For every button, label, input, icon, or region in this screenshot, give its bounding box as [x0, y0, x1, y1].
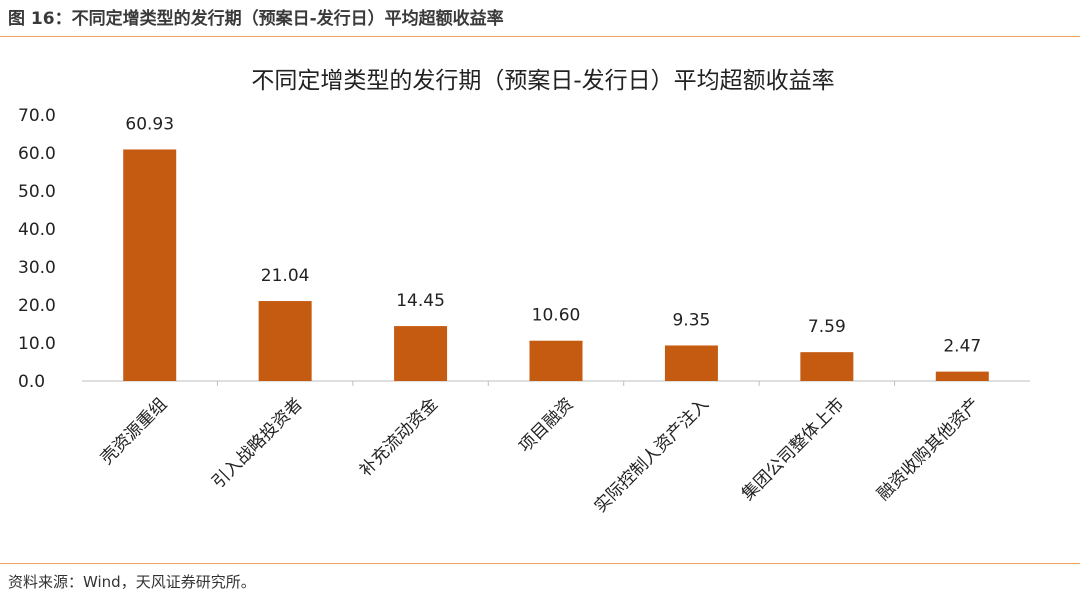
data-label: 21.04: [261, 266, 310, 286]
category-label: 融资收购其他资产: [874, 394, 984, 504]
y-tick-label: 20.0: [18, 296, 56, 316]
y-tick-label: 40.0: [18, 220, 56, 240]
y-tick-label: 60.0: [18, 144, 56, 164]
y-axis-ticks: 0.0 10.0 20.0 30.0 40.0 50.0 60.0 70.0: [18, 106, 56, 392]
bar: [800, 352, 854, 381]
data-label: 9.35: [672, 310, 710, 330]
bar: [258, 301, 312, 381]
data-label: 14.45: [396, 291, 445, 311]
figure-caption: 图 16：不同定增类型的发行期（预案日-发行日）平均超额收益率: [8, 9, 504, 29]
source-note: 资料来源：Wind，天风证券研究所。: [8, 573, 256, 591]
category-label: 项目融资: [515, 394, 577, 456]
caption-divider: [0, 36, 1080, 37]
bars: [123, 149, 989, 381]
data-label: 7.59: [808, 317, 846, 337]
y-tick-label: 0.0: [18, 372, 45, 392]
chart-title: 不同定增类型的发行期（预案日-发行日）平均超额收益率: [251, 68, 834, 94]
y-tick-label: 70.0: [18, 106, 56, 126]
bar: [394, 326, 448, 381]
category-label: 实际控制人资产注入: [591, 394, 713, 516]
category-label: 引入战略投资者: [208, 394, 306, 492]
bar: [123, 149, 177, 381]
y-tick-label: 30.0: [18, 258, 56, 278]
source-divider: [0, 563, 1080, 564]
data-label: 10.60: [532, 306, 581, 326]
bar: [664, 345, 718, 381]
y-tick-label: 50.0: [18, 182, 56, 202]
bar: [529, 340, 583, 381]
data-label: 60.93: [125, 114, 174, 134]
bar: [935, 371, 989, 381]
y-tick-label: 10.0: [18, 334, 56, 354]
category-label: 补充流动资金: [356, 394, 442, 480]
data-label: 2.47: [943, 337, 981, 357]
data-labels: 60.93 21.04 14.45 10.60 9.35 7.59 2.47: [125, 114, 981, 356]
category-label: 壳资源重组: [97, 394, 171, 468]
category-label: 集团公司整体上市: [738, 394, 848, 504]
category-labels: 壳资源重组 引入战略投资者 补充流动资金 项目融资 实际控制人资产注入 集团公司整体上市融…: [97, 381, 984, 517]
